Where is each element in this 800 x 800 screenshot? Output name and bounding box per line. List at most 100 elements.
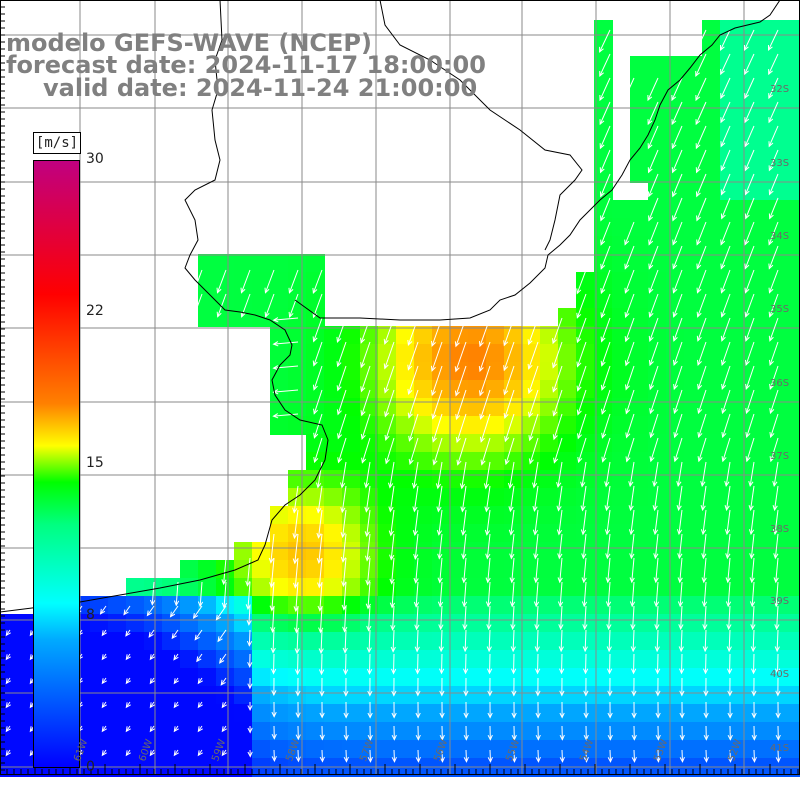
wind-arrow <box>312 269 323 295</box>
wind-arrow <box>678 605 684 631</box>
wind-speed-cell <box>756 614 775 633</box>
wind-arrow <box>671 149 683 174</box>
wind-speed-cell <box>594 344 613 363</box>
wind-speed-cell <box>450 452 469 471</box>
wind-speed-cell <box>702 596 721 615</box>
wind-speed-cell <box>216 632 235 651</box>
wind-speed-cell <box>720 38 739 57</box>
wind-speed-cell <box>522 416 541 435</box>
wind-arrow <box>583 677 589 697</box>
wind-speed-cell <box>666 218 685 237</box>
wind-speed-cell <box>18 614 37 633</box>
wind-speed-cell <box>306 380 325 399</box>
wind-speed-cell <box>792 272 800 291</box>
wind-speed-cell <box>720 362 739 381</box>
coastline <box>0 0 781 613</box>
wind-arrow <box>671 101 683 126</box>
wind-speed-cell <box>540 632 559 651</box>
wind-speed-cell <box>162 722 181 741</box>
wind-speed-cell <box>234 254 253 273</box>
wind-speed-cell <box>198 254 217 273</box>
wind-speed-cell <box>792 254 800 273</box>
wind-speed-cell <box>342 470 361 489</box>
wind-speed-cell <box>756 128 775 147</box>
wind-speed-cell <box>756 254 775 273</box>
wind-speed-cell <box>414 434 433 453</box>
wind-speed-cell <box>396 650 415 669</box>
wind-speed-cell <box>414 542 433 561</box>
wind-speed-cell <box>378 362 397 381</box>
wind-arrow <box>701 581 708 608</box>
wind-arrow <box>768 53 779 76</box>
wind-arrow <box>247 749 253 758</box>
wind-arrow <box>768 245 779 270</box>
wind-speed-cell <box>558 398 577 417</box>
wind-speed-cell <box>180 704 199 723</box>
wind-speed-cell <box>558 560 577 579</box>
wind-speed-cell <box>702 560 721 579</box>
wind-speed-cell <box>738 182 757 201</box>
wind-speed-cell <box>792 110 800 129</box>
wind-speed-cell <box>648 164 667 183</box>
wind-speed-cell <box>630 704 649 723</box>
wind-speed-cell <box>702 452 721 471</box>
wind-speed-cell <box>252 632 271 651</box>
wind-speed-cell <box>558 722 577 741</box>
wind-speed-cell <box>486 722 505 741</box>
wind-speed-cell <box>630 128 649 147</box>
wind-speed-cell <box>792 470 800 489</box>
wind-speed-cell <box>558 650 577 669</box>
wind-speed-cell <box>774 272 793 291</box>
wind-speed-cell <box>738 650 757 669</box>
wind-speed-cell <box>720 704 739 723</box>
wind-speed-cell <box>702 416 721 435</box>
wind-speed-cell <box>774 614 793 633</box>
colorbar-tick-15: 15 <box>86 455 104 471</box>
wind-speed-cell <box>414 650 433 669</box>
wind-arrow <box>343 725 349 741</box>
wind-arrow <box>648 317 659 343</box>
wind-arrow <box>173 653 179 661</box>
wind-arrow <box>679 701 685 719</box>
wind-arrow <box>678 629 684 653</box>
wind-speed-cell <box>630 308 649 327</box>
wind-speed-cell <box>450 704 469 723</box>
wind-speed-cell <box>720 218 739 237</box>
wind-speed-cell <box>90 614 109 633</box>
wind-speed-cell <box>612 254 631 273</box>
wind-speed-cell <box>414 398 433 417</box>
wind-arrow <box>196 653 203 663</box>
wind-speed-cell <box>252 272 271 291</box>
wind-arrow <box>197 581 204 608</box>
wind-speed-cell <box>702 218 721 237</box>
wind-speed-cell <box>324 578 343 597</box>
wind-arrow <box>769 365 779 391</box>
wind-speed-cell <box>666 362 685 381</box>
wind-arrow <box>463 701 469 719</box>
wind-arrow <box>533 581 540 608</box>
wind-speed-cell <box>522 686 541 705</box>
wind-arrow <box>197 677 203 685</box>
wind-speed-cell <box>774 128 793 147</box>
wind-speed-cell <box>738 290 757 309</box>
wind-arrow <box>5 749 11 757</box>
wind-speed-cell <box>486 614 505 633</box>
wind-speed-cell <box>18 650 37 669</box>
wind-arrow <box>459 461 467 490</box>
wind-arrow <box>672 269 683 294</box>
wind-speed-cell <box>738 200 757 219</box>
wind-arrow <box>534 629 540 653</box>
wind-arrow <box>648 221 659 246</box>
wind-arrow <box>463 725 469 741</box>
wind-arrow <box>726 605 732 631</box>
wind-speed-cell <box>522 650 541 669</box>
wind-arrow <box>319 725 325 741</box>
wind-speed-cell <box>738 56 757 75</box>
wind-speed-cell <box>270 344 289 363</box>
wind-speed-cell <box>684 632 703 651</box>
wind-speed-cell <box>414 506 433 525</box>
wind-arrow <box>695 29 707 53</box>
wind-speed-cell <box>702 632 721 651</box>
wind-arrow <box>577 413 587 440</box>
wind-speed-cell <box>198 290 217 309</box>
